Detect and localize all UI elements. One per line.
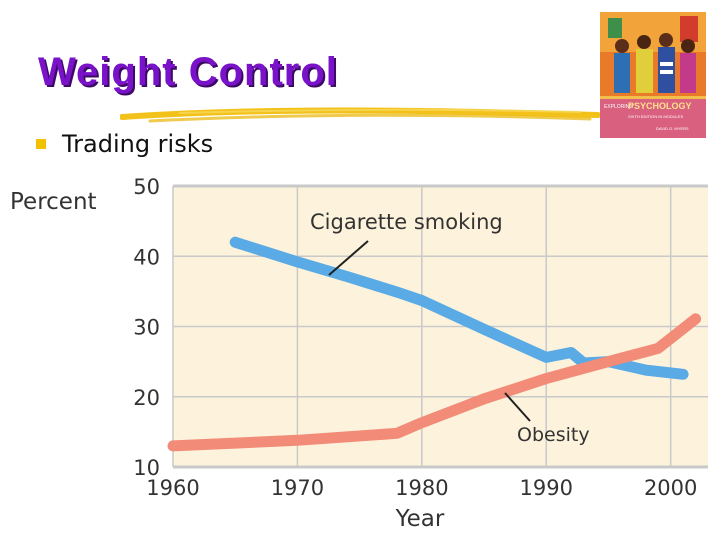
bullet-text: Trading risks xyxy=(62,130,214,158)
book-text-author: DAVID G. MYERS xyxy=(656,126,689,131)
y-tick-label: 20 xyxy=(133,386,160,410)
y-tick-label: 40 xyxy=(133,245,160,269)
y-tick-label: 50 xyxy=(133,175,160,199)
book-text-edition: SIXTH EDITION IN MODULES xyxy=(628,114,683,119)
book-text-psychology: PSYCHOLOGY xyxy=(628,101,692,111)
slide-title: Weight Control xyxy=(38,50,338,94)
annotation-leader-smoking xyxy=(328,240,369,276)
y-tick-label: 30 xyxy=(133,316,160,340)
y-tick-labels: 10 20 30 40 50 xyxy=(133,175,160,480)
y-axis-label: Percent xyxy=(10,189,97,215)
x-axis-label: Year xyxy=(395,506,445,532)
title-underline-decoration xyxy=(120,107,600,123)
x-tick-label: 2000 xyxy=(644,476,697,500)
x-tick-label: 1960 xyxy=(146,476,199,500)
x-tick-label: 1980 xyxy=(395,476,448,500)
x-tick-label: 1990 xyxy=(520,476,573,500)
annotation-cigarette-smoking: Cigarette smoking xyxy=(310,210,503,234)
annotation-leader-obesity xyxy=(504,392,531,422)
bullet-point: Trading risks xyxy=(36,130,213,158)
data-series xyxy=(167,236,702,452)
annotation-obesity: Obesity xyxy=(517,424,590,446)
book-cover-image: EXPLORING PSYCHOLOGY SIXTH EDITION IN MO… xyxy=(600,12,706,138)
book-text-exploring: EXPLORING xyxy=(604,104,633,110)
chart-annotations: Cigarette smoking Obesity xyxy=(310,210,590,446)
line-chart: 10 20 30 40 50 1960 1970 1980 1990 2000 Cigarett… xyxy=(10,175,708,532)
x-tick-label: 1970 xyxy=(271,476,324,500)
obesity-line xyxy=(167,313,702,452)
bullet-square-icon xyxy=(36,139,46,149)
x-tick-labels: 1960 1970 1980 1990 2000 xyxy=(146,476,697,500)
y-tick-label: 10 xyxy=(133,456,160,480)
